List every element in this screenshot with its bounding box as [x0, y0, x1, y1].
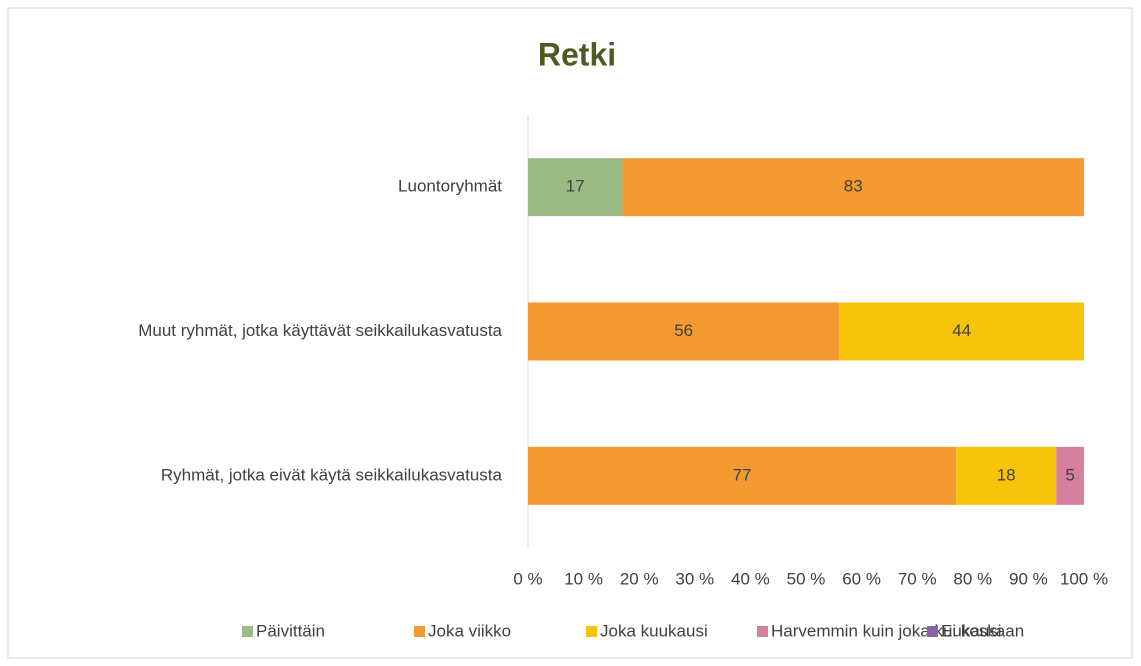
legend-label: Joka kuukausi	[600, 621, 708, 640]
y-tick-label: Muut ryhmät, jotka käyttävät seikkailuka…	[138, 321, 502, 340]
y-tick-label: Luontoryhmät	[398, 177, 502, 196]
legend-swatch	[242, 626, 253, 637]
y-tick-label: Ryhmät, jotka eivät käytä seikkailukasva…	[161, 465, 503, 484]
data-label: 5	[1065, 465, 1074, 484]
legend-swatch	[927, 626, 938, 637]
legend-label: Ei koskaan	[941, 621, 1024, 640]
data-label: 56	[674, 321, 693, 340]
x-tick-label: 0 %	[513, 569, 542, 588]
data-label: 17	[566, 177, 585, 196]
x-tick-label: 10 %	[564, 569, 603, 588]
legend-swatch	[414, 626, 425, 637]
x-tick-label: 40 %	[731, 569, 770, 588]
x-tick-label: 30 %	[675, 569, 714, 588]
bar-segment	[1056, 446, 1084, 505]
bar-segment	[528, 158, 623, 217]
data-label: 18	[997, 465, 1016, 484]
bar-segment	[528, 302, 840, 361]
x-tick-label: 80 %	[953, 569, 992, 588]
x-tick-label: 100 %	[1060, 569, 1108, 588]
data-label: 44	[952, 321, 971, 340]
x-tick-label: 20 %	[620, 569, 659, 588]
chart-title: Retki	[538, 36, 616, 72]
legend-swatch	[586, 626, 597, 637]
legend-swatch	[757, 626, 768, 637]
data-label: 83	[844, 177, 863, 196]
bar-segment	[622, 158, 1084, 217]
x-tick-label: 50 %	[787, 569, 826, 588]
bar-segment	[956, 446, 1057, 505]
bar-segment	[528, 446, 957, 505]
legend-label: Harvemmin kuin joka kuukausi	[771, 621, 1002, 640]
x-tick-label: 70 %	[898, 569, 937, 588]
x-tick-label: 60 %	[842, 569, 881, 588]
data-label: 77	[733, 465, 752, 484]
legend-label: Joka viikko	[428, 621, 511, 640]
bar-segment	[839, 302, 1084, 361]
legend-label: Päivittäin	[256, 621, 325, 640]
x-tick-label: 90 %	[1009, 569, 1048, 588]
